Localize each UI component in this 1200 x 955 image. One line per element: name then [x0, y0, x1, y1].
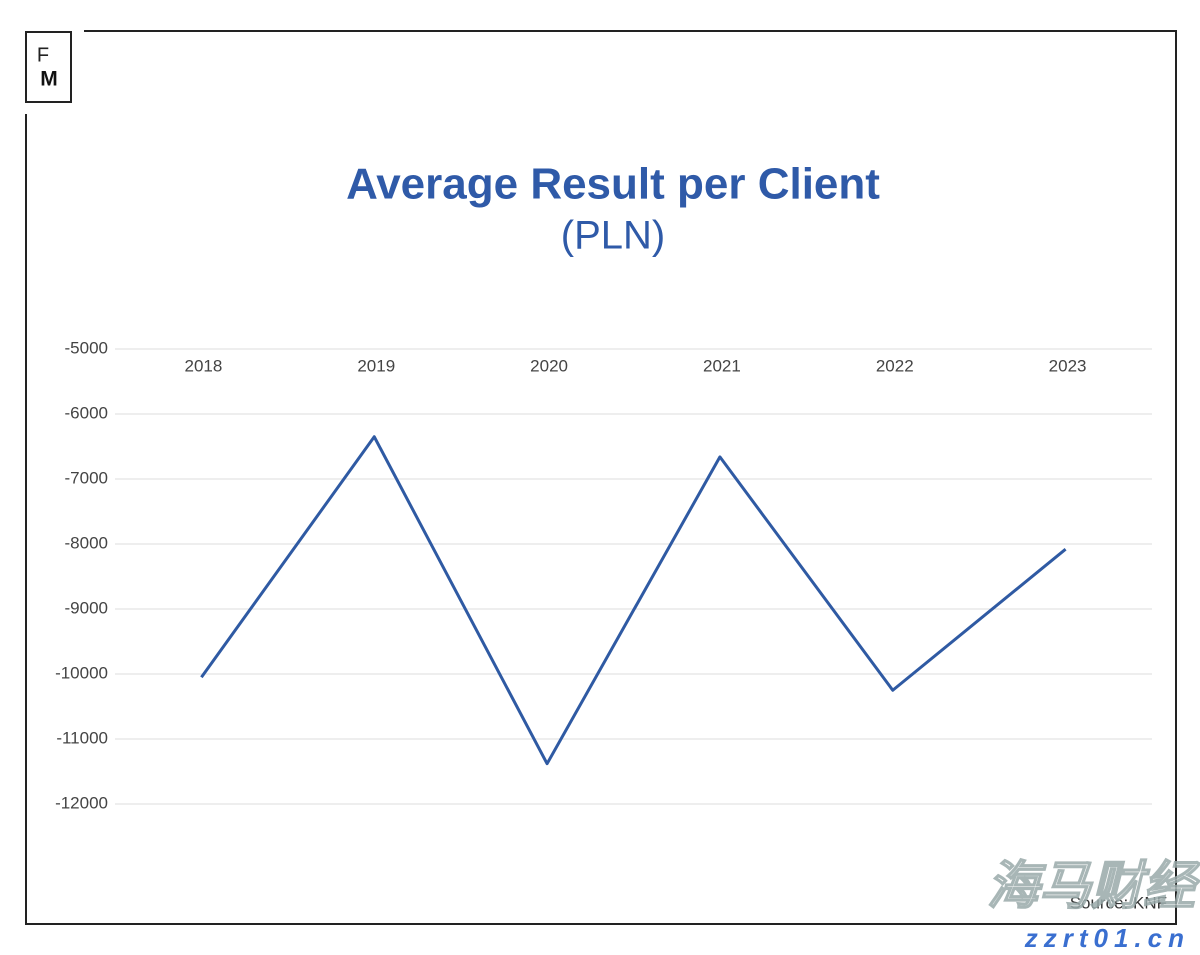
frame: [25, 30, 1177, 925]
y-tick-label: -10000: [55, 663, 108, 682]
data-line: [200, 435, 1067, 766]
y-tick-label: -6000: [65, 403, 108, 422]
y-tick-label: -7000: [65, 468, 108, 487]
x-tick-label: 2019: [357, 356, 395, 375]
y-tick-label: -11000: [56, 728, 108, 747]
watermark-name: 海马财经: [987, 858, 1200, 916]
x-tick-label: 2020: [530, 356, 568, 375]
y-tick-label: -5000: [65, 338, 108, 357]
chart-subtitle: (PLN): [561, 214, 665, 258]
logo-top: F: [37, 44, 49, 66]
x-tick-label: 2023: [1049, 356, 1087, 375]
logo-box: [25, 31, 72, 103]
logo-bottom: M: [40, 68, 58, 91]
x-tick-label: 2022: [876, 356, 914, 375]
y-tick-label: -9000: [65, 598, 108, 617]
source: Source: KNF: [1070, 893, 1167, 912]
watermark-url: zzrt01.cn: [1024, 923, 1190, 953]
x-tick-label: 2021: [703, 356, 741, 375]
y-tick-label: -12000: [55, 793, 108, 812]
y-tick-label: -8000: [65, 533, 108, 552]
chart-title: Average Result per Client: [346, 160, 880, 209]
x-tick-label: 2018: [185, 356, 223, 375]
